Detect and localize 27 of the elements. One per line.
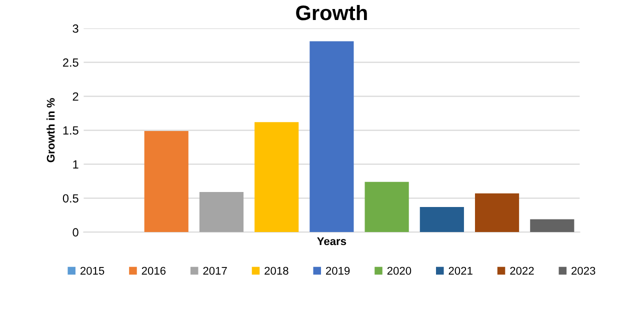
y-tick-label: 1.5: [63, 126, 78, 135]
y-tick-label: 1: [73, 160, 78, 168]
bar: [144, 130, 188, 232]
bar: [199, 192, 244, 232]
bar: [254, 122, 299, 232]
chart-title: Growth: [296, 4, 367, 20]
y-tick-label: 0: [72, 228, 78, 237]
bar: [310, 41, 354, 232]
bar: [420, 207, 464, 232]
legend-label: 2019: [326, 266, 350, 275]
legend-label: 2021: [448, 266, 472, 275]
legend-label: 2016: [142, 266, 166, 275]
legend-label: 2020: [387, 266, 412, 275]
bar: [474, 193, 520, 232]
x-axis-title: Years: [317, 237, 346, 246]
y-axis-title: Growth in %: [46, 98, 55, 162]
y-tick-label: 3: [72, 24, 78, 33]
legend-label: 2018: [264, 266, 288, 275]
legend-label: 2022: [510, 266, 534, 275]
legend-label: 2023: [572, 266, 596, 275]
legend-label: 2017: [203, 266, 227, 275]
bar: [530, 219, 574, 232]
bar: [364, 182, 409, 232]
y-tick-label: 2.5: [63, 58, 78, 67]
y-tick-label: 2: [72, 92, 78, 101]
y-tick-label: 0.5: [62, 194, 78, 203]
legend-label: 2015: [80, 266, 104, 275]
